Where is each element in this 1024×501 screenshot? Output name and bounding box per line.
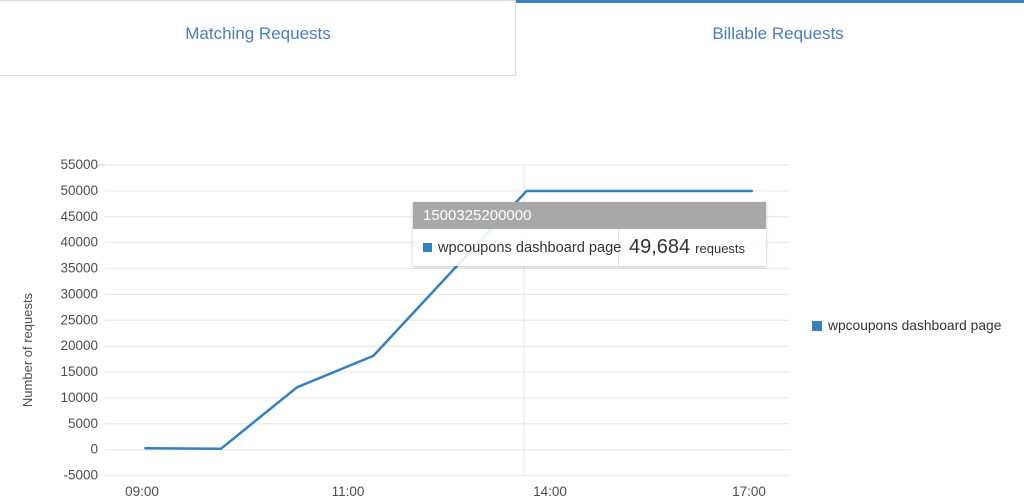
svg-text:-5000: -5000: [63, 468, 98, 483]
svg-text:25000: 25000: [60, 312, 98, 327]
svg-text:20000: 20000: [60, 338, 98, 353]
svg-text:0: 0: [90, 442, 98, 457]
svg-text:14:00: 14:00: [533, 484, 567, 499]
svg-text:10000: 10000: [60, 390, 98, 405]
svg-text:15000: 15000: [60, 364, 98, 379]
svg-text:35000: 35000: [60, 261, 98, 276]
svg-text:30000: 30000: [60, 286, 98, 301]
svg-text:11:00: 11:00: [332, 484, 365, 499]
svg-text:Number of requests: Number of requests: [20, 292, 35, 407]
svg-text:45000: 45000: [60, 209, 98, 224]
svg-text:09:00: 09:00: [125, 484, 159, 499]
svg-text:55000: 55000: [60, 157, 98, 172]
svg-text:40000: 40000: [60, 235, 98, 250]
svg-text:5000: 5000: [68, 416, 98, 431]
svg-text:50000: 50000: [60, 183, 98, 198]
svg-text:17:00: 17:00: [732, 484, 766, 499]
